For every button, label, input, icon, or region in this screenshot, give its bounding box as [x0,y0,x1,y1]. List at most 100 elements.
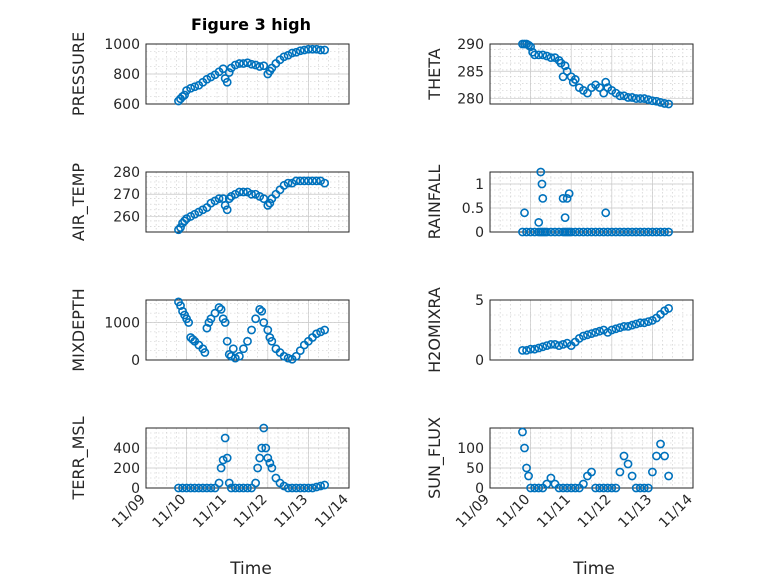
data-point [643,483,653,493]
data-point [283,483,293,493]
data-point [230,60,240,70]
data-point [220,200,230,210]
data-point [554,227,564,237]
data-point [178,92,187,101]
data-point [643,317,653,326]
y-axis-label: H2OMIXRA [425,287,444,373]
y-axis-label: TERR_MSL [69,416,89,500]
data-point [623,321,633,331]
data-point [287,483,297,493]
data-point [255,304,265,314]
data-point [186,483,196,493]
x-tick-label: 11/13 [615,492,655,532]
data-point [188,334,198,344]
x-tick-label: 11/13 [271,492,311,532]
y-axis-label: SUN_FLUX [425,417,445,499]
data-point [222,336,232,346]
data-point [583,227,592,237]
x-tick-label: 11/12 [231,492,271,532]
data-point [176,301,185,311]
data-point [664,99,674,109]
data-point [550,339,560,349]
data-point [546,473,556,483]
data-point [652,96,661,106]
subplot-h2omixra: 0 5 H2OMIXRA [425,287,694,373]
data-point [615,91,625,101]
data-point [320,325,330,335]
y-tick-label: 0 [475,353,484,369]
data-point [615,467,625,477]
data-point [599,227,609,237]
axes-frame [489,299,694,361]
data-point [542,479,552,489]
y-tick-label: 400 [113,441,140,457]
data-point [591,483,600,493]
x-tick-label: 11/10 [494,492,534,532]
data-point [206,314,216,324]
data-point [656,97,665,107]
data-point [303,176,313,186]
data-point [648,96,657,106]
data-point [639,318,649,328]
data-point [538,342,548,352]
data-point [627,320,637,330]
data-point [664,471,674,481]
subplot-mixdepth: 0 1000 MIXDEPTH [69,288,350,372]
data-point [320,45,330,55]
data-point [530,344,540,354]
data-point [234,59,244,68]
data-point [214,478,224,488]
data-point [267,336,277,346]
data-point [643,95,653,105]
x-axis-label-left: Time [229,559,272,579]
data-point [186,83,196,93]
y-tick-label: 260 [113,209,140,225]
data-point [312,44,321,54]
data-point [522,463,531,473]
data-point [261,443,271,453]
data-point [601,208,611,218]
data-point [214,303,224,312]
data-point [619,91,629,101]
data-point [247,189,256,199]
data-point [615,227,625,237]
y-tick-label: 0.5 [462,201,484,217]
data-point [558,72,568,82]
data-point [635,318,645,328]
data-point [542,227,552,237]
data-point [554,483,564,493]
data-point [200,348,210,357]
data-point [283,178,293,188]
data-point [611,324,621,334]
data-point [560,61,570,71]
data-point [312,482,321,492]
data-point [578,331,588,341]
data-point [206,483,216,493]
data-point [639,94,649,103]
data-point [631,319,641,329]
figure-title: Figure 3 high [191,15,311,34]
data-point [664,227,674,237]
data-point [599,483,609,493]
data-point [558,483,568,493]
y-tick-label: 1000 [104,316,140,332]
data-point [312,176,321,186]
data-point [316,327,325,337]
data-point [202,483,212,493]
data-point [526,483,535,493]
data-point [243,483,252,493]
data-point [599,88,609,98]
y-tick-label: 280 [457,92,484,108]
data-point [182,483,191,493]
data-point [518,427,527,437]
data-point [558,193,568,203]
data-point [522,227,531,237]
data-point [234,187,244,197]
data-point [224,349,234,359]
data-point [520,443,529,453]
data-point [259,194,269,204]
data-point [534,343,544,353]
data-point [530,50,540,60]
data-point [631,483,641,493]
y-axis-label: AIR_TEMP [69,163,89,241]
